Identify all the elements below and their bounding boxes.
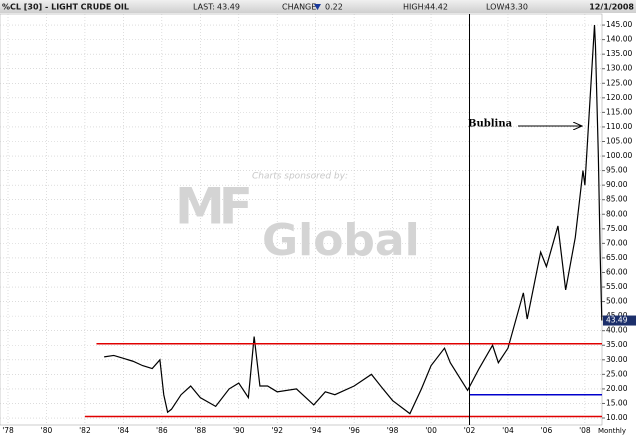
period-label: Monthly [598,427,626,435]
y-tick-label: 35.00 [606,340,628,349]
y-tick-label: 20.00 [606,384,628,393]
y-tick-label: 50.00 [606,297,628,306]
stat-value: 43.30 [505,3,528,12]
watermark: Charts sponsored by: MF Global [175,172,420,267]
x-tick-label: '86 [156,426,168,435]
y-tick-label: 90.00 [606,180,628,189]
stat-label: LAST: [193,3,215,12]
y-tick-label: 70.00 [606,238,628,247]
y-tick-label: 80.00 [606,209,628,218]
x-tick-label: '92 [271,426,283,435]
annotation: Bublina [468,119,513,130]
last-price-label: 43.49 [606,316,628,325]
stat-value: 43.49 [217,3,240,12]
x-tick-label: '94 [310,426,322,435]
y-tick-label: 40.00 [606,326,628,335]
watermark-logo: MF [175,178,249,236]
x-tick-label: '84 [118,426,130,435]
plot-area [0,13,603,426]
x-tick-label: '78 [2,426,14,435]
y-tick-label: 85.00 [606,195,628,204]
y-tick-label: 30.00 [606,355,628,364]
y-tick-label: 65.00 [606,253,628,262]
stat-label: LOW: [486,3,507,12]
price-line [104,25,603,415]
x-tick-label: '90 [233,426,245,435]
x-tick-label: '88 [194,426,206,435]
x-tick-label: '98 [387,426,399,435]
last-price-box [603,315,636,326]
y-tick-label: 145.00 [606,20,632,29]
x-tick-label: '06 [541,426,553,435]
x-tick-label: '02 [464,426,476,435]
stat-value: 0.22 [325,3,343,12]
y-tick-label: 120.00 [606,93,632,102]
x-tick-label: '82 [79,426,91,435]
y-tick-label: 75.00 [606,224,628,233]
stat-value: 44.42 [425,3,448,12]
x-tick-label: '00 [425,426,437,435]
y-tick-label: 95.00 [606,166,628,175]
x-tick-label: '08 [579,426,591,435]
y-tick-label: 25.00 [606,369,628,378]
header-date: 12/1/2008 [589,3,634,12]
watermark-logo: Global [262,215,420,266]
y-tick-label: 140.00 [606,35,632,44]
y-tick-label: 15.00 [606,398,628,407]
down-icon [314,4,321,10]
header-title: %CL [30] - LIGHT CRUDE OIL [2,3,129,12]
x-tick-label: '80 [41,426,53,435]
y-tick-label: 115.00 [606,107,632,116]
stat-label: CHANGE: [282,3,319,12]
y-tick-label: 100.00 [606,151,632,160]
y-tick-label: 130.00 [606,64,632,73]
y-tick-label: 105.00 [606,136,632,145]
stat-label: HIGH: [403,3,426,12]
y-tick-label: 125.00 [606,78,632,87]
y-tick-label: 110.00 [606,122,632,131]
x-tick-label: '04 [502,426,514,435]
y-tick-label: 10.00 [606,413,628,422]
y-tick-label: 60.00 [606,267,628,276]
y-tick-label: 135.00 [606,49,632,58]
x-tick-label: '96 [348,426,360,435]
watermark-caption: Charts sponsored by: [252,172,348,182]
y-tick-label: 55.00 [606,282,628,291]
